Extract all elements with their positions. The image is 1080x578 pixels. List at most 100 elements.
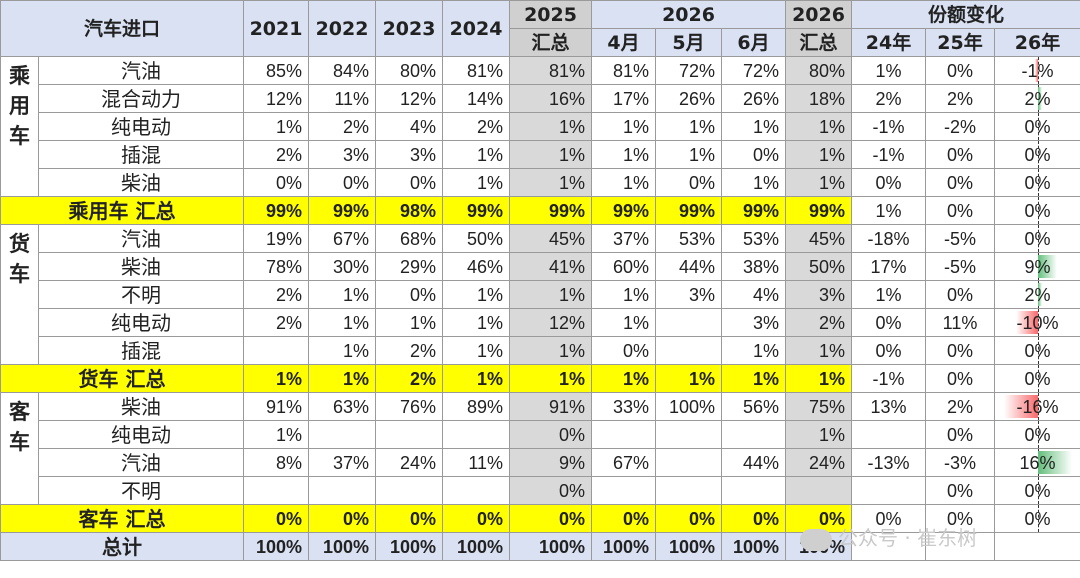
value-cell: 1% [442,140,511,169]
summary-row: 客车 汇总 0% 0% 0% 0% 0% 0% 0% 0% 0% 0% 0% 0% [0,504,1080,533]
value-cell: 2% [375,336,444,365]
value-cell: 26% [655,84,723,113]
change-cell [851,420,927,449]
category-label: 货车 [0,224,39,365]
summary-row: 乘用车 汇总 99% 99% 98% 99% 99% 99% 99% 99% 99% 1% 0% 0% [0,196,1080,225]
value-cell: 1% [591,112,657,141]
change-value: 0% [1024,200,1051,221]
value-cell: 56% [721,392,787,421]
table-row: 客车 柴油 91% 63% 76% 89% 91% 33% 100% 56% 75% 13% 2% -16… [0,392,1080,505]
value-cell: 50% [442,224,511,253]
value-cell: 1% [655,364,723,393]
change-cell: -18% [851,224,927,253]
value-cell: 3% [375,140,444,169]
value-cell: 100% [375,532,444,561]
value-cell: 1% [591,364,657,393]
value-cell: 1% [655,140,723,169]
value-cell: 1% [785,420,853,449]
value-cell: 99% [243,196,310,225]
value-cell: 1% [655,112,723,141]
value-cell: 99% [721,196,787,225]
row-label: 混合动力 [37,84,245,113]
value-cell: 19% [243,224,310,253]
row-label: 纯电动 [37,112,245,141]
change-value: 0% [1024,144,1051,165]
table-row: 不明 2% 1% 0% 1% 1% 1% 3% 4% 3% 1% 0% 2% [1,280,1080,309]
value-cell [308,420,377,449]
value-cell: 18% [785,84,853,113]
header-2025: 2025 [509,0,593,29]
value-cell [591,476,657,505]
axis-line [1037,309,1039,336]
summary-label: 客车 汇总 [0,504,245,533]
change-value: 2% [1024,88,1051,109]
value-cell: 1% [785,168,853,197]
summary-row: 货车 汇总 1% 1% 2% 1% 1% 1% 1% 1% 1% -1% 0% 0% [0,364,1080,393]
change-cell: 0% [925,140,996,169]
change-cell-2026: 9% [994,252,1080,281]
change-cell: -5% [925,252,996,281]
value-cell: 98% [375,196,444,225]
change-value: -1% [1021,60,1054,81]
value-cell [721,476,787,505]
value-cell: 72% [721,56,787,85]
value-cell: 81% [509,56,593,85]
change-cell: 0% [925,420,996,449]
value-cell: 2% [442,112,511,141]
value-cell: 0% [721,504,787,533]
table-row: 混合动力 12% 11% 12% 14% 16% 17% 26% 26% 18% 2% 2% 2% [1,84,1080,113]
value-cell: 11% [308,84,377,113]
change-cell: 11% [925,308,996,337]
header-share-change: 份额变化 [851,0,1080,29]
change-cell: -3% [925,448,996,477]
change-cell-2026: 0% [994,168,1080,197]
table-row: 乘用车 汽油 85% 84% 80% 81% 81% 81% 72% 72% 80% 1% 0% -1% [0,56,1080,197]
value-cell: 1% [509,140,593,169]
value-cell: 12% [509,308,593,337]
axis-line [1037,365,1039,392]
change-value: 0% [1024,172,1051,193]
axis-line [1037,225,1039,252]
change-value: 9% [1024,256,1051,277]
change-cell: 0% [925,168,996,197]
total-label: 总计 [0,532,245,561]
change-value: 0% [1024,424,1051,445]
value-cell: 0% [375,280,444,309]
change-cell: 13% [851,392,927,421]
row-label: 纯电动 [37,308,245,337]
value-cell: 2% [243,308,310,337]
axis-line [1037,337,1039,364]
value-cell: 3% [308,140,377,169]
change-cell: -1% [851,112,927,141]
empty-cell [851,532,927,561]
value-cell [655,448,723,477]
value-cell: 0% [375,168,444,197]
category-name: 货车 [9,232,30,286]
value-cell: 0% [243,504,310,533]
value-cell: 99% [785,196,853,225]
value-cell [655,308,723,337]
change-cell-2026: 0% [994,364,1080,393]
table-row: 纯电动 1% 0% 1% 0% 0% [1,420,1080,449]
value-cell: 1% [442,280,511,309]
data-bar [1037,255,1057,278]
value-cell: 2% [308,112,377,141]
value-cell: 0% [655,504,723,533]
table-row: 插混 1% 2% 1% 1% 0% 1% 1% 0% 0% 0% [1,336,1080,365]
value-cell: 0% [509,420,593,449]
header-change-year: 26年 [994,28,1080,57]
value-cell: 29% [375,252,444,281]
header-month: 5月 [655,28,723,57]
value-cell: 46% [442,252,511,281]
value-cell: 14% [442,84,511,113]
value-cell: 53% [655,224,723,253]
value-cell: 44% [655,252,723,281]
table-row: 货车 汽油 19% 67% 68% 50% 45% 37% 53% 53% 45% -18% -5% 0% [0,224,1080,365]
change-cell-2026: 0% [994,420,1080,449]
value-cell [785,476,853,505]
change-cell-2026: -1% [994,56,1080,85]
value-cell: 2% [785,308,853,337]
change-cell: 0% [925,504,996,533]
value-cell: 0% [442,504,511,533]
value-cell: 63% [308,392,377,421]
